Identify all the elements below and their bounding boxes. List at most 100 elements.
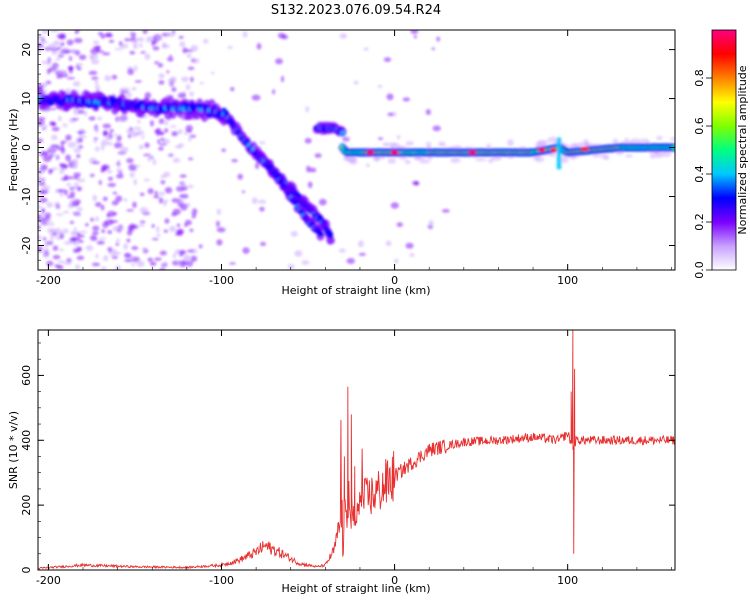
spectral-blob: [216, 208, 222, 216]
spectral-blob: [156, 226, 160, 233]
spectral-blob: [215, 220, 220, 228]
spectral-blob: [275, 58, 283, 65]
spectral-blob: [349, 159, 358, 165]
x-tick-label: 100: [557, 274, 578, 287]
spectral-blob: [43, 248, 50, 252]
spectral-blob: [166, 70, 170, 74]
spectral-blob: [662, 151, 672, 157]
spectral-blob: [106, 169, 113, 174]
spectral-blob: [164, 218, 170, 224]
spectral-blob: [46, 147, 53, 153]
spectral-blob: [89, 173, 95, 177]
spectral-blob: [123, 198, 128, 202]
spectral-blob: [164, 128, 169, 133]
spectral-blob: [167, 56, 174, 62]
spectral-blob: [131, 245, 139, 251]
spectral-blob: [54, 201, 60, 209]
spectral-blob: [42, 185, 51, 191]
spectral-blob: [85, 223, 89, 227]
y-tick-label: 600: [20, 365, 33, 386]
spectral-blob: [85, 245, 94, 251]
spectral-blob: [58, 248, 65, 252]
spectral-blob: [91, 161, 101, 165]
spectral-blob: [612, 138, 619, 146]
spectral-blob: [161, 44, 171, 48]
spectral-blob: [62, 228, 69, 234]
spectral-blob: [189, 91, 194, 97]
spectral-blob: [62, 164, 69, 168]
spectral-blob: [507, 139, 514, 147]
spectral-blob: [172, 252, 177, 259]
spectral-blob: [59, 190, 64, 198]
spectral-blob: [158, 118, 165, 125]
spectral-blob: [114, 162, 122, 166]
spectral-blob: [203, 38, 209, 44]
spectral-blob: [164, 186, 173, 194]
spectral-blob: [164, 120, 169, 126]
spectral-blob: [425, 108, 431, 116]
spectral-blob: [42, 254, 50, 258]
spectral-blob: [39, 197, 48, 203]
spectral-blob: [38, 42, 44, 49]
spectral-blob: [73, 172, 77, 178]
spectral-blob: [118, 118, 127, 123]
colorbar-ticks: 0.0 0.2 0.4 0.6 0.8: [693, 69, 712, 279]
spectral-blob: [100, 144, 105, 151]
spectral-blob: [88, 70, 98, 75]
spectral-blob: [190, 255, 198, 262]
spectral-blob: [387, 158, 397, 164]
spectral-blob: [107, 210, 115, 217]
spectral-blob: [346, 257, 355, 264]
spectral-blob: [58, 50, 66, 55]
spectral-blob: [131, 256, 141, 263]
spectral-blob: [171, 30, 176, 34]
spectral-blob: [98, 237, 107, 240]
spectral-blob: [184, 132, 188, 136]
spectral-blob: [189, 76, 194, 83]
y-tick-label: 200: [20, 495, 33, 516]
spectral-blob: [133, 178, 138, 186]
spectral-blob: [402, 97, 411, 102]
chart-title: S132.2023.076.09.54.R24: [271, 3, 441, 18]
spectral-blob: [111, 74, 118, 80]
spectral-blob: [107, 229, 113, 235]
spectral-blob: [580, 147, 589, 152]
spectral-blob: [52, 232, 58, 236]
spectral-blob: [75, 137, 80, 145]
spectral-blob: [177, 198, 182, 204]
spectral-blob: [55, 189, 59, 194]
spectral-blob: [65, 154, 72, 162]
spectral-blob: [48, 169, 53, 175]
spectral-blob: [42, 30, 48, 34]
spectral-blob: [46, 260, 54, 267]
spectral-blob: [91, 262, 101, 267]
spectral-blob: [191, 208, 198, 215]
spectral-blob: [73, 213, 82, 217]
spectral-blob: [46, 68, 51, 75]
spectral-blob: [171, 131, 179, 137]
spectral-blob: [147, 257, 153, 262]
spectral-blob: [190, 58, 200, 64]
spectral-blob: [142, 30, 148, 35]
spectral-blob: [52, 66, 58, 71]
spectral-blob: [126, 209, 134, 212]
spectral-blob: [387, 112, 394, 117]
spectral-blob: [38, 117, 46, 121]
spectral-blob: [76, 153, 81, 159]
spectral-blob: [120, 90, 129, 94]
spectral-blob: [174, 144, 183, 149]
spectral-blob: [50, 144, 60, 148]
spectral-blob: [55, 213, 64, 216]
spectral-blob: [357, 240, 364, 248]
spectrogram-frame: [37, 29, 676, 271]
spectral-blob: [69, 186, 76, 191]
spectral-blob: [123, 243, 128, 250]
spectral-blob: [366, 150, 375, 155]
spectral-blob: [210, 71, 215, 75]
spectral-blob: [556, 160, 562, 166]
spectral-blob: [45, 212, 51, 219]
spectral-blob: [77, 145, 84, 149]
spectral-blob: [365, 163, 370, 168]
spectral-blob: [150, 156, 154, 160]
spectral-blob: [77, 239, 84, 243]
